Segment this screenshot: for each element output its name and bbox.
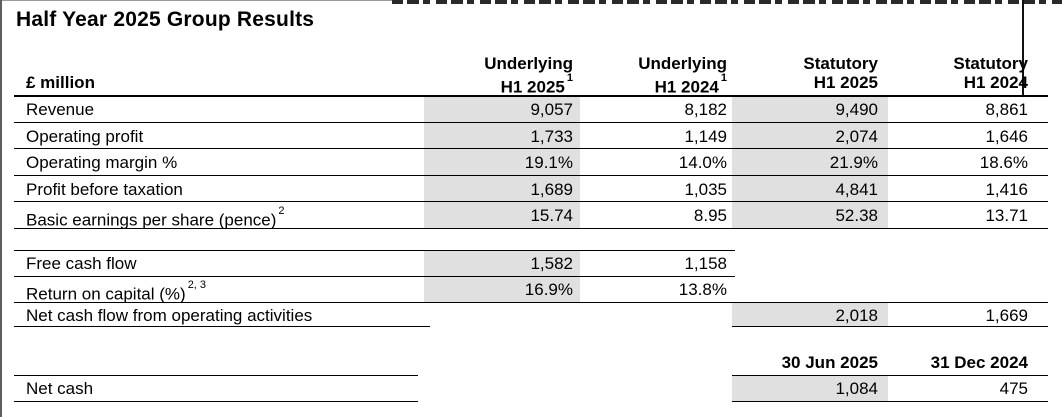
- column-header: Statutory: [953, 54, 1028, 73]
- row-return-on-capital: Return on capital (%) 2, 3 16.9% 13.8%: [0, 279, 1062, 304]
- value-cell: 1,084: [835, 379, 878, 398]
- row-label-text: Basic earnings per share (pence): [26, 210, 277, 230]
- value-cell: 1,646: [985, 127, 1028, 146]
- value-cell: 2,018: [835, 306, 878, 325]
- value-cell: 19.1%: [524, 153, 573, 172]
- value-cell: 21.9%: [829, 153, 878, 172]
- page-title: Half Year 2025 Group Results: [16, 8, 315, 31]
- net-cash-top-rule: [14, 375, 418, 376]
- value-cell: 13.71: [985, 206, 1028, 225]
- date-column-header: 30 Jun 2025: [781, 353, 878, 372]
- value-cell: 1,733: [530, 127, 573, 146]
- row-rule: [14, 302, 1048, 303]
- value-cell: 9,057: [530, 100, 573, 119]
- column-header: H1 2025: [732, 73, 878, 93]
- unit-header: £ million: [26, 73, 95, 92]
- column-header-row-1: Underlying Underlying Statutory Statutor…: [0, 54, 1062, 74]
- column-header-label: H1 2024: [654, 77, 719, 97]
- left-edge-line: [0, 0, 2, 417]
- value-cell: 1,689: [530, 180, 573, 199]
- cash-section-top-rule: [14, 250, 735, 251]
- value-cell: 9,490: [835, 100, 878, 119]
- row-rule: [14, 228, 1048, 229]
- column-header: H1 2024: [888, 73, 1028, 93]
- value-cell: 475: [999, 379, 1028, 398]
- row-label: Profit before taxation: [26, 180, 183, 199]
- date-column-header: 31 Dec 2024: [930, 353, 1028, 372]
- value-cell: 1,669: [985, 306, 1028, 325]
- value-cell: 8.95: [693, 206, 727, 225]
- row-rule: [14, 276, 735, 277]
- operating-cash-value-rule: [732, 326, 1048, 327]
- header-rule: [14, 95, 1048, 97]
- highlight-operating-cash-statutory: [732, 302, 888, 326]
- clipped-text-fragment: [392, 0, 1062, 4]
- value-cell: 16.9%: [524, 280, 573, 299]
- footnote-marker: 1: [566, 72, 573, 84]
- value-cell: 1,035: [684, 180, 727, 199]
- column-header-label: H1 2025: [813, 73, 878, 92]
- value-cell: 18.6%: [979, 153, 1028, 172]
- row-label: Basic earnings per share (pence) 2: [26, 205, 285, 231]
- row-label: Net cash: [26, 379, 94, 398]
- row-label: Net cash flow from operating activities: [26, 306, 313, 325]
- value-cell: 1,416: [985, 180, 1028, 199]
- net-cash-value-rule: [732, 401, 1048, 402]
- row-label-text: Return on capital (%): [26, 284, 186, 304]
- value-cell: 4,841: [835, 180, 878, 199]
- value-cell: 1,582: [530, 254, 573, 273]
- column-header-label: H1 2025: [500, 77, 565, 97]
- row-rule: [14, 122, 1048, 123]
- row-label: Operating margin %: [26, 153, 178, 172]
- column-header-label: H1 2024: [963, 73, 1028, 92]
- value-cell: 8,861: [985, 100, 1028, 119]
- value-cell: 14.0%: [678, 153, 727, 172]
- value-cell: 2,074: [835, 127, 878, 146]
- footnote-marker: 2: [278, 205, 285, 217]
- row-label: Return on capital (%) 2, 3: [26, 279, 207, 305]
- column-header: Underlying: [484, 54, 573, 73]
- row-revenue: Revenue 9,057 8,182 9,490 8,861: [0, 100, 1062, 120]
- footnote-marker: 2, 3: [187, 279, 207, 291]
- row-rule: [14, 201, 1048, 202]
- column-header: H1 2024 1: [580, 72, 727, 98]
- row-label: Free cash flow: [26, 254, 137, 273]
- value-cell: 13.8%: [678, 280, 727, 299]
- value-cell: 1,149: [684, 127, 727, 146]
- row-profit-before-taxation: Profit before taxation 1,689 1,035 4,841…: [0, 180, 1062, 200]
- row-rule: [14, 148, 1048, 149]
- value-cell: 8,182: [684, 100, 727, 119]
- clipped-vertical-line: [1022, 0, 1024, 95]
- footnote-marker: 1: [720, 72, 727, 84]
- row-rule: [14, 175, 1048, 176]
- highlight-underlying-h1-2025: [424, 97, 580, 228]
- row-operating-margin: Operating margin % 19.1% 14.0% 21.9% 18.…: [0, 153, 1062, 173]
- row-net-cash: Net cash 1,084 475: [0, 379, 1062, 399]
- row-free-cash-flow: Free cash flow 1,582 1,158: [0, 254, 1062, 274]
- column-header: H1 2025 1: [424, 72, 573, 98]
- balance-header-rule: [732, 375, 1048, 376]
- column-header-row-2: £ million H1 2025 1 H1 2024 1 H1 2025 H1 2…: [0, 72, 1062, 97]
- value-cell: 1,158: [684, 254, 727, 273]
- balance-date-header-row: 30 Jun 2025 31 Dec 2024: [0, 353, 1062, 373]
- row-operating-profit: Operating profit 1,733 1,149 2,074 1,646: [0, 127, 1062, 147]
- row-label: Revenue: [26, 100, 95, 119]
- row-label: Operating profit: [26, 127, 144, 146]
- row-operating-cash-flow: Net cash flow from operating activities …: [0, 306, 1062, 326]
- column-header: Underlying: [638, 54, 727, 73]
- column-header: Statutory: [803, 54, 878, 73]
- operating-cash-label-rule: [14, 326, 430, 327]
- value-cell: 52.38: [835, 206, 878, 225]
- row-basic-eps: Basic earnings per share (pence) 2 15.74 …: [0, 205, 1062, 230]
- highlight-net-cash: [732, 376, 888, 401]
- highlight-statutory-h1-2025: [732, 97, 888, 228]
- value-cell: 15.74: [530, 206, 573, 225]
- net-cash-bottom-rule: [14, 401, 418, 402]
